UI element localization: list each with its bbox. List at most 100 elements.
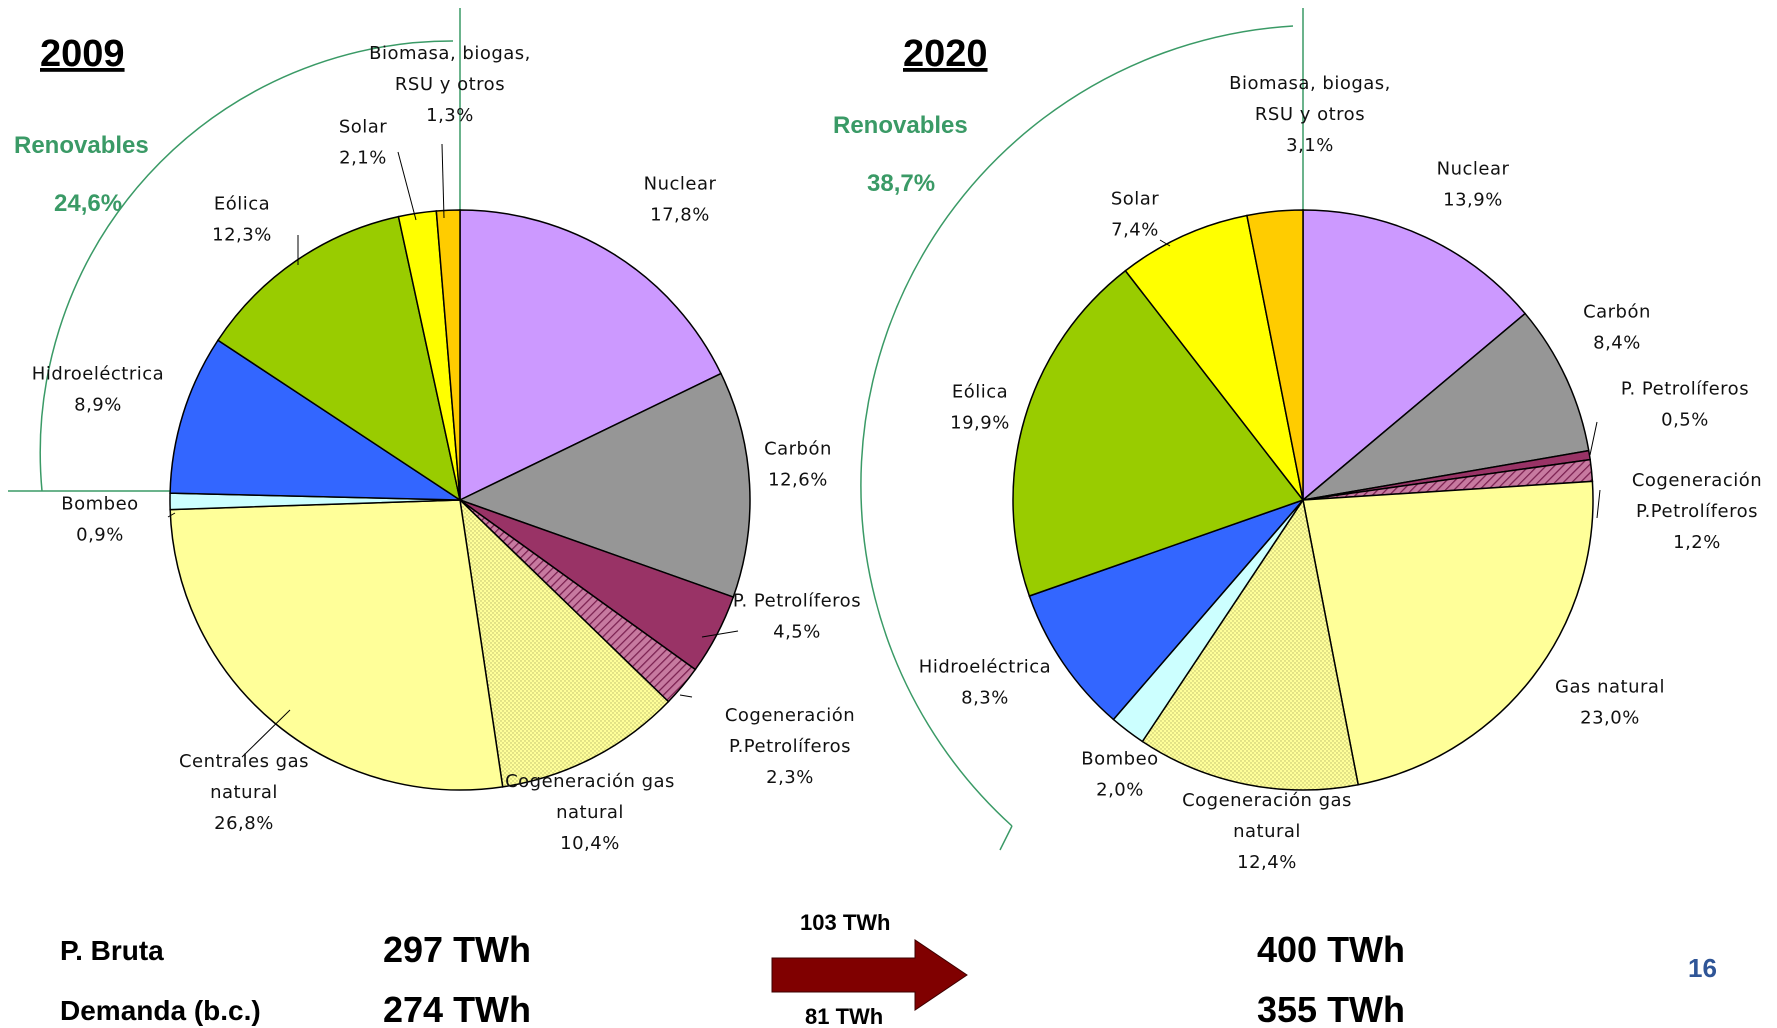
slice-name: Solar (1111, 189, 1159, 210)
slice-label: Hidroeléctrica 8,3% (919, 657, 1051, 709)
slice-percent: 0,5% (1661, 410, 1709, 431)
pie-slice (1302, 209, 1527, 502)
leader-line (679, 694, 693, 698)
slice-label: Gas natural 23,0% (1555, 677, 1665, 729)
slice-name: natural (1233, 821, 1301, 842)
slice-percent: 8,3% (961, 688, 1009, 709)
demanda-2009: 274 TWh (383, 989, 531, 1028)
pie-slice (1302, 480, 1594, 786)
leader-line (441, 143, 445, 219)
pie-slice (459, 209, 722, 502)
pie-slice (435, 209, 461, 501)
pie-slice (216, 215, 462, 502)
arrow-top-label: 103 TWh (800, 910, 890, 935)
slice-label: Solar 2,1% (339, 117, 387, 169)
pie-slice (458, 497, 670, 788)
slice-name: P.Petrolíferos (1636, 501, 1758, 522)
slice-percent: 12,6% (768, 470, 828, 491)
renovables-label-2020: Renovables (833, 112, 968, 139)
pie-slice (1300, 312, 1590, 502)
slice-name: Eólica (952, 382, 1008, 403)
slice-percent: 13,9% (1443, 190, 1503, 211)
slice-name: Cogeneración gas (1182, 790, 1352, 811)
slice-percent: 17,8% (650, 205, 710, 226)
slice-name: Nuclear (1437, 159, 1510, 180)
renovables-value-2009: 24,6% (54, 190, 122, 217)
slice-label: Eólica 19,9% (950, 382, 1010, 434)
slice-percent: 12,4% (1237, 852, 1297, 873)
renovables-tail-2020 (999, 825, 1013, 851)
slice-label: Eólica 12,3% (212, 194, 272, 246)
slice-percent: 10,4% (560, 833, 620, 854)
renovables-arc-2009 (39, 40, 454, 492)
slice-name: Biomasa, biogas, (1229, 73, 1391, 94)
slice-name: Carbón (1583, 302, 1651, 323)
slice-label: Cogeneración P.Petrolíferos 1,2% (1632, 470, 1762, 553)
slice-percent: 23,0% (1580, 708, 1640, 729)
slice-name: Bombeo (61, 494, 138, 515)
leader-line (241, 709, 291, 758)
slice-label: Cogeneración P.Petrolíferos 2,3% (725, 705, 855, 788)
chart-title-2020: 2020 (903, 33, 988, 75)
slice-percent: 0,9% (76, 525, 124, 546)
slice-label: Solar 7,4% (1111, 189, 1159, 241)
slice-percent: 8,4% (1593, 333, 1641, 354)
slice-name: P. Petrolíferos (733, 591, 861, 612)
slice-name: Hidroeléctrica (32, 364, 164, 385)
slice-name: Cogeneración (1632, 470, 1762, 491)
pie-slice (1124, 214, 1304, 501)
slice-label: Biomasa, biogas, RSU y otros 3,1% (1229, 73, 1391, 156)
arrow-bottom-label: 81 TWh (805, 1004, 883, 1028)
slice-percent: 1,3% (426, 105, 474, 126)
slice-name: Hidroeléctrica (919, 657, 1051, 678)
slice-label: Cogeneración gas natural 12,4% (1182, 790, 1352, 873)
slice-label: Nuclear 13,9% (1437, 159, 1510, 211)
slice-label: Carbón 8,4% (1583, 302, 1651, 354)
slice-label: Cogeneración gas natural 10,4% (505, 771, 675, 854)
growth-arrow (771, 939, 968, 1011)
chart-title-2009: 2009 (40, 33, 125, 75)
slice-name: RSU y otros (395, 74, 505, 95)
slice-label: Centrales gas natural 26,8% (179, 751, 309, 834)
slice-name: P. Petrolíferos (1621, 379, 1749, 400)
slice-label: P. Petrolíferos 4,5% (733, 591, 861, 643)
slice-name: P.Petrolíferos (729, 736, 851, 757)
slice-percent: 26,8% (214, 813, 274, 834)
slice-label: P. Petrolíferos 0,5% (1621, 379, 1749, 431)
slice-name: natural (556, 802, 624, 823)
slice-percent: 2,0% (1096, 780, 1144, 801)
pie-slice (1141, 498, 1360, 791)
pie-2020: Nuclear 13,9% Carbón 8,4% P. Petrolíferos 0,5… (919, 73, 1762, 873)
slice-percent: 19,9% (950, 413, 1010, 434)
slice-name: Cogeneración gas (505, 771, 675, 792)
pie-slice (1246, 209, 1304, 501)
leader-line (701, 630, 739, 638)
slice-percent: 2,1% (339, 148, 387, 169)
slice-name: Bombeo (1081, 749, 1158, 770)
slice-name: Cogeneración (725, 705, 855, 726)
p-bruta-2020: 400 TWh (1257, 929, 1405, 970)
p-bruta-2009: 297 TWh (383, 929, 531, 970)
slice-label: Bombeo 0,9% (61, 494, 138, 546)
slice-label: Bombeo 2,0% (1081, 749, 1158, 801)
pie-slice (458, 372, 751, 598)
slice-name: Centrales gas (179, 751, 309, 772)
renovables-label-2009: Renovables (14, 132, 149, 159)
slice-name: Solar (339, 117, 387, 138)
leader-line (167, 512, 176, 518)
pie-slice (169, 499, 504, 791)
slice-name: natural (210, 782, 278, 803)
leader-line (397, 151, 417, 221)
slice-name: Eólica (214, 194, 270, 215)
p-bruta-label: P. Bruta (60, 935, 164, 966)
demanda-label: Demanda (b.c.) (60, 995, 261, 1026)
pie-slice (1012, 269, 1305, 597)
slice-label: Carbón 12,6% (764, 439, 832, 491)
leader-line (1159, 239, 1171, 247)
slice-name: Nuclear (644, 174, 717, 195)
slice-percent: 1,2% (1673, 532, 1721, 553)
slice-name: Gas natural (1555, 677, 1665, 698)
slice-percent: 4,5% (773, 622, 821, 643)
